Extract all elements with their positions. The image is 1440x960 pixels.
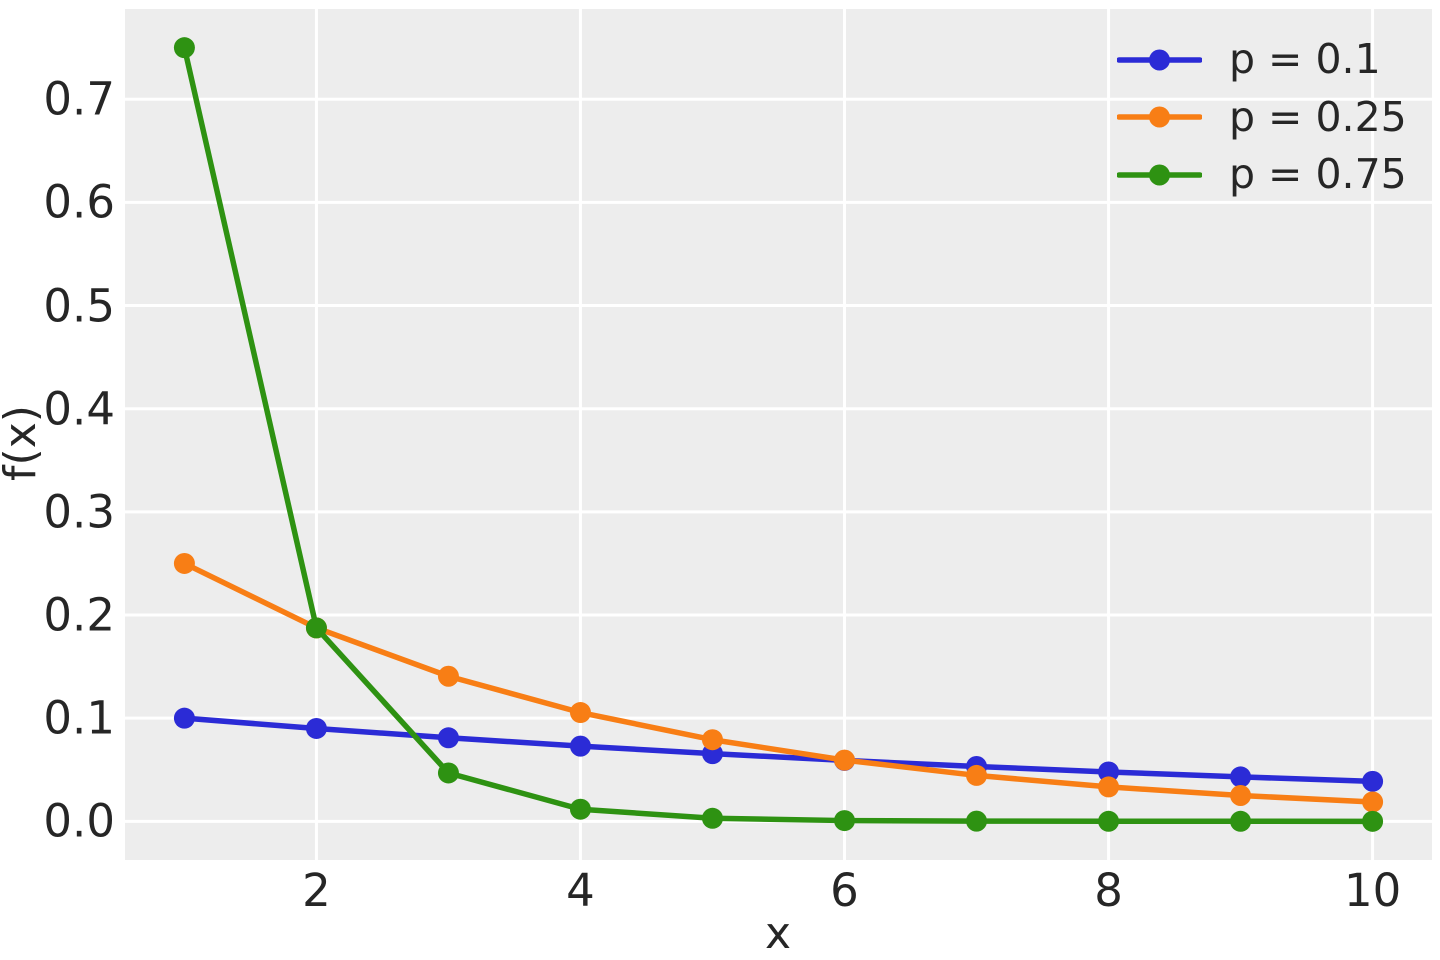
x-tick-label: 10 bbox=[1343, 864, 1402, 917]
y-tick-label: 0.4 bbox=[43, 382, 115, 436]
data-point bbox=[1362, 810, 1384, 832]
legend-marker-line-icon bbox=[1117, 164, 1202, 186]
y-tick-label: 0.7 bbox=[43, 72, 115, 126]
line-series-1 bbox=[181, 560, 1376, 805]
data-point bbox=[701, 729, 723, 751]
data-point bbox=[1230, 785, 1252, 807]
y-tick-label: 0.5 bbox=[43, 279, 115, 333]
data-point bbox=[1230, 766, 1252, 788]
data-point bbox=[701, 807, 723, 829]
data-point bbox=[1098, 761, 1120, 783]
data-point bbox=[1098, 810, 1120, 832]
y-tick-label: 0.1 bbox=[43, 691, 115, 745]
data-point bbox=[1362, 770, 1384, 792]
x-tick-label: 2 bbox=[302, 864, 331, 917]
data-point bbox=[437, 762, 459, 784]
legend-entry-2: p = 0.75 bbox=[1117, 146, 1407, 204]
data-point bbox=[305, 617, 327, 639]
data-point bbox=[1098, 776, 1120, 798]
y-axis-label: f(x) bbox=[0, 405, 46, 481]
chart-canvas bbox=[125, 9, 1432, 860]
legend: p = 0.1 p = 0.25 p = 0.75 bbox=[1117, 31, 1407, 204]
plot-area bbox=[125, 9, 1432, 860]
data-point bbox=[834, 749, 856, 771]
y-tick-label: 0.0 bbox=[43, 794, 115, 848]
x-tick-label: 8 bbox=[1094, 864, 1123, 917]
data-point bbox=[569, 702, 591, 724]
data-point bbox=[173, 37, 195, 59]
data-point bbox=[1230, 810, 1252, 832]
data-point bbox=[569, 798, 591, 820]
data-point bbox=[834, 810, 856, 832]
legend-marker-line-icon bbox=[1117, 49, 1202, 71]
legend-entry-1: p = 0.25 bbox=[1117, 89, 1407, 147]
data-point bbox=[305, 717, 327, 739]
y-tick-label: 0.6 bbox=[43, 175, 115, 229]
legend-marker-line-icon bbox=[1117, 106, 1202, 128]
legend-label: p = 0.75 bbox=[1229, 150, 1407, 199]
legend-label: p = 0.25 bbox=[1229, 92, 1407, 141]
data-point bbox=[173, 707, 195, 729]
legend-entry-0: p = 0.1 bbox=[1117, 31, 1407, 89]
line-series-2 bbox=[181, 44, 1376, 825]
data-point bbox=[966, 764, 988, 786]
x-tick-label: 4 bbox=[566, 864, 595, 917]
data-point bbox=[437, 665, 459, 687]
y-tick-label: 0.2 bbox=[43, 588, 115, 642]
x-tick-label: 6 bbox=[830, 864, 859, 917]
data-point bbox=[437, 727, 459, 749]
data-point bbox=[173, 552, 195, 574]
y-tick-label: 0.3 bbox=[43, 485, 115, 539]
x-axis-label: x bbox=[764, 908, 792, 959]
data-point bbox=[569, 735, 591, 757]
data-point bbox=[966, 810, 988, 832]
line-series-0 bbox=[181, 715, 1376, 785]
data-point bbox=[1362, 791, 1384, 813]
legend-label: p = 0.1 bbox=[1229, 35, 1381, 84]
